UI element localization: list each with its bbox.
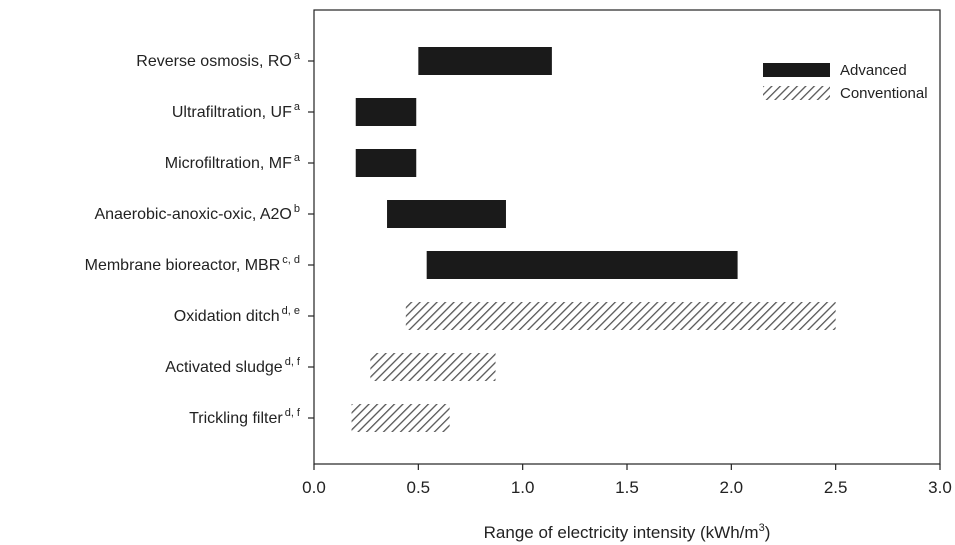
x-tick-label: 0.5 [407,478,431,497]
bar-oxidation-ditch [405,302,836,330]
legend-label-conventional: Conventional [840,85,928,102]
bar-membrane-bioreactor-mbr [426,251,738,279]
bar-ultrafiltration-uf [355,98,417,126]
bar-reverse-osmosis-ro [418,47,552,75]
legend-swatch-advanced [763,63,830,77]
legend: Advanced Conventional [763,62,928,102]
bar-anaerobic-anoxic-oxic-a2o [387,200,506,228]
x-axis-title-sup: 3 [759,522,765,534]
x-tick-label: 1.0 [511,478,535,497]
category-label-reverse-osmosis-ro: Reverse osmosis, RO a [136,50,301,70]
legend-label-advanced: Advanced [840,62,907,79]
category-label-anaerobic-anoxic-oxic-a2o: Anaerobic-anoxic-oxic, A2O b [94,203,300,223]
legend-swatch-conventional [763,86,830,100]
category-label-oxidation-ditch: Oxidation ditch d, e [174,305,300,325]
bar-microfiltration-mf [355,149,417,177]
category-labels: Reverse osmosis, RO a Ultrafiltration, UF a… [85,50,314,427]
bars-group [351,47,836,432]
bar-activated-sludge [370,353,496,381]
category-label-activated-sludge: Activated sludge d, f [165,356,301,376]
x-tick-label: 3.0 [928,478,952,497]
x-axis: 0.0 0.5 1.0 1.5 2.0 2.5 3.0 [302,464,952,497]
bar-trickling-filter [351,404,450,432]
x-tick-label: 0.0 [302,478,326,497]
x-tick-label: 1.5 [615,478,639,497]
category-label-trickling-filter: Trickling filter d, f [189,407,301,427]
x-axis-title: Range of electricity intensity (kWh/m3) [484,522,771,542]
category-label-membrane-bioreactor-mbr: Membrane bioreactor, MBR c, d [85,254,300,274]
category-label-ultrafiltration-uf: Ultrafiltration, UF a [172,101,301,121]
x-tick-label: 2.5 [824,478,848,497]
x-tick-label: 2.0 [720,478,744,497]
category-label-microfiltration-mf: Microfiltration, MF a [165,152,301,172]
